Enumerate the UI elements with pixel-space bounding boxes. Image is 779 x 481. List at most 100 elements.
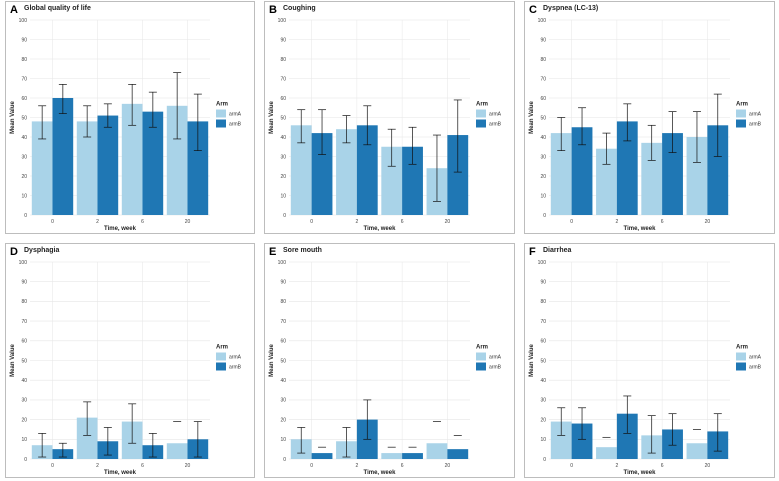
x-tick-label: 2: [96, 463, 99, 469]
x-tick-label: 0: [51, 463, 54, 469]
bar-armA: [31, 121, 53, 215]
x-tick-label: 6: [141, 463, 144, 469]
bar-armA: [121, 103, 143, 215]
legend-swatch-armB: [736, 119, 746, 128]
y-tick-label: 60: [280, 339, 286, 345]
x-tick-label: 6: [661, 219, 664, 225]
panel-title: Global quality of life: [24, 5, 91, 12]
y-axis-title: Mean Value: [529, 344, 535, 377]
bar-armA: [76, 417, 98, 459]
chart-svg: 0 10 20 30 40 50 60 70 80 90 100 0 2 6 20 Time, week Mea…: [10, 260, 242, 476]
legend-title: Arm: [216, 102, 228, 108]
legend-swatch-armB: [216, 119, 226, 128]
y-tick-label: 50: [21, 358, 27, 364]
bar-armA: [426, 443, 448, 459]
chart-svg: 0 10 20 30 40 50 60 70 80 90 100 0 2 6 20 Time, week Mea…: [269, 260, 502, 476]
legend-swatch-armA: [476, 352, 486, 361]
bar-armB: [707, 125, 729, 215]
y-tick-label: 0: [24, 213, 27, 219]
bar-armB: [52, 98, 74, 215]
legend-title: Arm: [476, 345, 488, 351]
y-tick-label: 10: [21, 437, 27, 443]
panel-letter: F: [529, 246, 536, 258]
bar-armA: [76, 121, 98, 215]
y-tick-label: 30: [21, 154, 27, 160]
chart-svg: 0 10 20 30 40 50 60 70 80 90 100 0 2 6 20 Time, week Mea…: [10, 18, 242, 232]
y-tick-label: 0: [283, 213, 286, 219]
y-tick-label: 0: [543, 213, 546, 219]
bar-armB: [142, 111, 164, 215]
chart-svg: 0 10 20 30 40 50 60 70 80 90 100 0 2 6 20 Time, week Mea…: [269, 18, 502, 232]
y-tick-label: 80: [21, 299, 27, 305]
y-tick-label: 0: [24, 457, 27, 463]
y-tick-label: 20: [280, 174, 286, 180]
x-tick-label: 0: [310, 463, 313, 469]
panel-f: F Diarrhea 0 10 20 30 40 50 60 70 80 90 100 0 2 6 20 Ti…: [524, 243, 775, 478]
legend-label: armA: [749, 355, 762, 361]
y-tick-label: 20: [21, 174, 27, 180]
y-tick-label: 60: [280, 96, 286, 102]
y-tick-label: 70: [280, 76, 286, 82]
panel-title: Diarrhea: [543, 247, 572, 254]
y-axis-title: Mean Value: [269, 101, 275, 134]
legend-label: armB: [749, 365, 762, 371]
panel-c: C Dyspnea (LC-13) 0 10 20 30 40 50 60 70 80 90 100…: [524, 1, 775, 234]
panel-letter: D: [10, 246, 18, 258]
y-axis-title: Mean Value: [10, 101, 16, 134]
y-tick-label: 90: [540, 280, 546, 286]
legend-label: armB: [229, 122, 242, 128]
y-tick-label: 90: [21, 37, 27, 43]
legend-label: armB: [229, 365, 242, 371]
bar-armB: [447, 449, 469, 459]
bar-armA: [336, 129, 357, 215]
y-tick-label: 40: [280, 135, 286, 141]
bar-armB: [311, 453, 333, 459]
legend-swatch-armA: [736, 352, 746, 361]
y-tick-label: 70: [540, 319, 546, 325]
y-tick-label: 30: [540, 398, 546, 404]
bar-armB: [616, 121, 638, 215]
y-tick-label: 10: [280, 193, 286, 199]
bar-armA: [166, 443, 188, 459]
bar-armB: [571, 127, 593, 215]
panel-letter: A: [10, 4, 18, 16]
panel-title: Dyspnea (LC-13): [543, 5, 599, 12]
chart-svg: 0 10 20 30 40 50 60 70 80 90 100 0 2 6 20 Time, week Mea…: [529, 18, 762, 232]
x-axis-title: Time, week: [624, 226, 657, 232]
legend-swatch-armA: [216, 109, 226, 118]
y-tick-label: 80: [21, 57, 27, 63]
y-tick-label: 90: [540, 37, 546, 43]
y-tick-label: 30: [21, 398, 27, 404]
y-tick-label: 0: [543, 457, 546, 463]
x-tick-label: 0: [570, 463, 573, 469]
bar-armB: [97, 115, 119, 215]
x-tick-label: 20: [445, 463, 451, 469]
x-axis-title: Time, week: [364, 226, 397, 232]
y-tick-label: 10: [540, 437, 546, 443]
bar-armA: [550, 421, 572, 459]
x-tick-label: 20: [705, 463, 711, 469]
panel-b: B Coughing 0 10 20 30 40 50 60 70 80 90 100 0 2 6 20 Ti…: [264, 1, 515, 234]
panel-a: A Global quality of life 0 10 20 30 40 50 60 70…: [5, 1, 255, 234]
y-tick-label: 90: [280, 37, 286, 43]
y-tick-label: 70: [21, 76, 27, 82]
legend-label: armA: [749, 112, 762, 118]
legend-swatch-armB: [476, 119, 486, 128]
y-tick-label: 30: [280, 154, 286, 160]
legend-swatch-armB: [736, 362, 746, 371]
y-tick-label: 40: [540, 135, 546, 141]
y-tick-label: 10: [280, 437, 286, 443]
y-tick-label: 40: [280, 378, 286, 384]
bar-armB: [187, 121, 209, 215]
y-tick-label: 10: [540, 193, 546, 199]
bar-armB: [402, 453, 423, 459]
x-tick-label: 6: [141, 219, 144, 225]
x-tick-label: 20: [445, 219, 451, 225]
y-tick-label: 90: [21, 280, 27, 286]
panel-title: Dysphagia: [24, 247, 60, 254]
panel-title: Coughing: [283, 5, 316, 12]
legend-swatch-armB: [476, 362, 486, 371]
x-tick-label: 2: [355, 463, 358, 469]
x-axis-title: Time, week: [364, 470, 397, 476]
y-tick-label: 50: [21, 115, 27, 121]
